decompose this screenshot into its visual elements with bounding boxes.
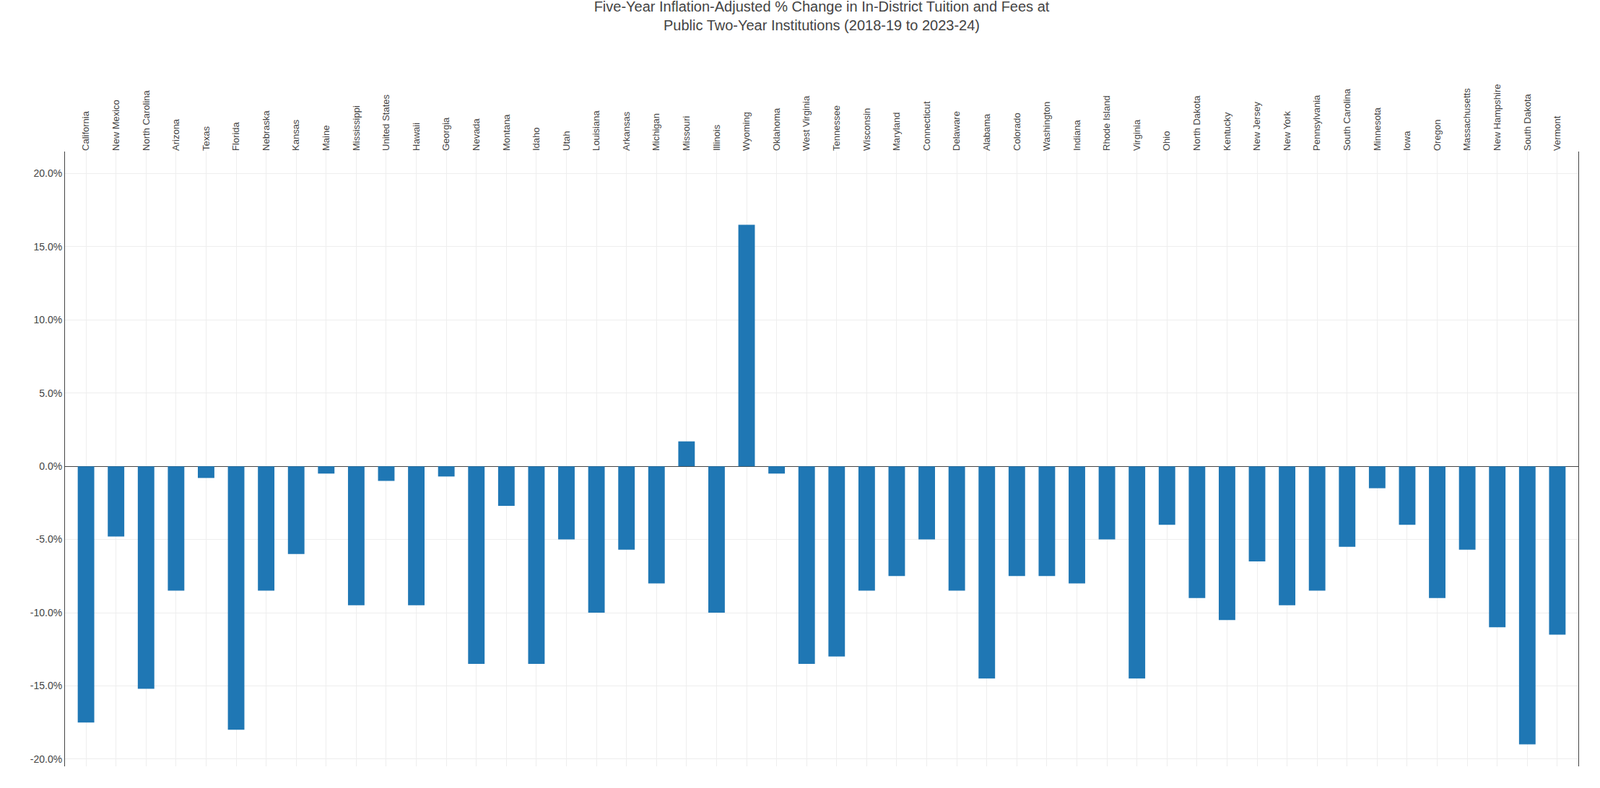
- svg-text:Minnesota: Minnesota: [1371, 106, 1383, 151]
- svg-text:Nevada: Nevada: [470, 117, 482, 151]
- svg-text:Colorado: Colorado: [1011, 112, 1023, 151]
- svg-text:Arkansas: Arkansas: [620, 111, 632, 151]
- svg-text:North Dakota: North Dakota: [1191, 95, 1203, 151]
- svg-text:Mississippi: Mississippi: [350, 105, 362, 151]
- svg-text:Delaware: Delaware: [950, 111, 962, 151]
- svg-text:Texas: Texas: [200, 126, 212, 151]
- svg-text:Utah: Utah: [561, 131, 572, 151]
- svg-text:Maine: Maine: [320, 125, 332, 151]
- svg-text:0.0%: 0.0%: [38, 460, 63, 473]
- svg-text:Virginia: Virginia: [1131, 119, 1143, 151]
- svg-text:Iowa: Iowa: [1401, 130, 1413, 151]
- svg-text:California: California: [80, 110, 91, 151]
- svg-text:Ohio: Ohio: [1161, 131, 1172, 151]
- svg-text:Georgia: Georgia: [440, 116, 452, 151]
- svg-text:Oklahoma: Oklahoma: [771, 107, 782, 151]
- svg-text:Illinois: Illinois: [711, 124, 723, 151]
- svg-text:West Virginia: West Virginia: [800, 95, 812, 151]
- svg-text:Arizona: Arizona: [170, 118, 182, 151]
- svg-text:New York: New York: [1281, 111, 1293, 151]
- svg-text:-15.0%: -15.0%: [30, 680, 63, 692]
- svg-text:New Hampshire: New Hampshire: [1491, 84, 1503, 151]
- svg-text:Louisiana: Louisiana: [590, 110, 602, 151]
- svg-text:10.0%: 10.0%: [33, 314, 63, 326]
- svg-text:Pennsylvania: Pennsylvania: [1311, 94, 1323, 151]
- svg-text:-5.0%: -5.0%: [36, 533, 63, 546]
- svg-text:Maryland: Maryland: [890, 112, 902, 151]
- svg-text:Nebraska: Nebraska: [260, 110, 272, 151]
- svg-text:Missouri: Missouri: [680, 115, 692, 151]
- svg-text:Rhode Island: Rhode Island: [1101, 95, 1112, 151]
- svg-text:5.0%: 5.0%: [38, 387, 63, 400]
- svg-text:Montana: Montana: [501, 114, 512, 151]
- svg-text:-10.0%: -10.0%: [30, 607, 63, 619]
- svg-text:Indiana: Indiana: [1071, 119, 1083, 151]
- svg-text:New Jersey: New Jersey: [1251, 101, 1263, 151]
- svg-text:South Dakota: South Dakota: [1522, 93, 1533, 151]
- svg-text:United States: United States: [380, 93, 392, 151]
- svg-text:Florida: Florida: [230, 121, 242, 151]
- svg-text:Hawaii: Hawaii: [410, 122, 422, 151]
- svg-text:New Mexico: New Mexico: [110, 99, 122, 151]
- svg-text:Alabama: Alabama: [981, 113, 993, 151]
- svg-text:Wisconsin: Wisconsin: [861, 108, 873, 151]
- svg-text:-20.0%: -20.0%: [30, 753, 63, 766]
- svg-text:Kentucky: Kentucky: [1221, 111, 1233, 151]
- svg-text:Michigan: Michigan: [650, 113, 662, 151]
- svg-text:15.0%: 15.0%: [33, 241, 63, 253]
- svg-text:North Carolina: North Carolina: [140, 89, 152, 151]
- svg-text:Connecticut: Connecticut: [921, 101, 933, 151]
- svg-text:Wyoming: Wyoming: [740, 111, 752, 151]
- svg-text:Massachusetts: Massachusetts: [1461, 88, 1473, 151]
- svg-text:Kansas: Kansas: [290, 119, 302, 151]
- svg-text:Idaho: Idaho: [530, 127, 542, 151]
- svg-text:Tennessee: Tennessee: [831, 105, 842, 151]
- svg-text:South Carolina: South Carolina: [1341, 88, 1353, 151]
- svg-text:Vermont: Vermont: [1551, 115, 1563, 151]
- svg-text:Five-Year Inflation-Adjusted %: Five-Year Inflation-Adjusted % Change in…: [594, 0, 1050, 34]
- svg-text:20.0%: 20.0%: [33, 167, 63, 180]
- svg-text:Washington: Washington: [1041, 101, 1052, 151]
- svg-text:Oregon: Oregon: [1431, 119, 1443, 151]
